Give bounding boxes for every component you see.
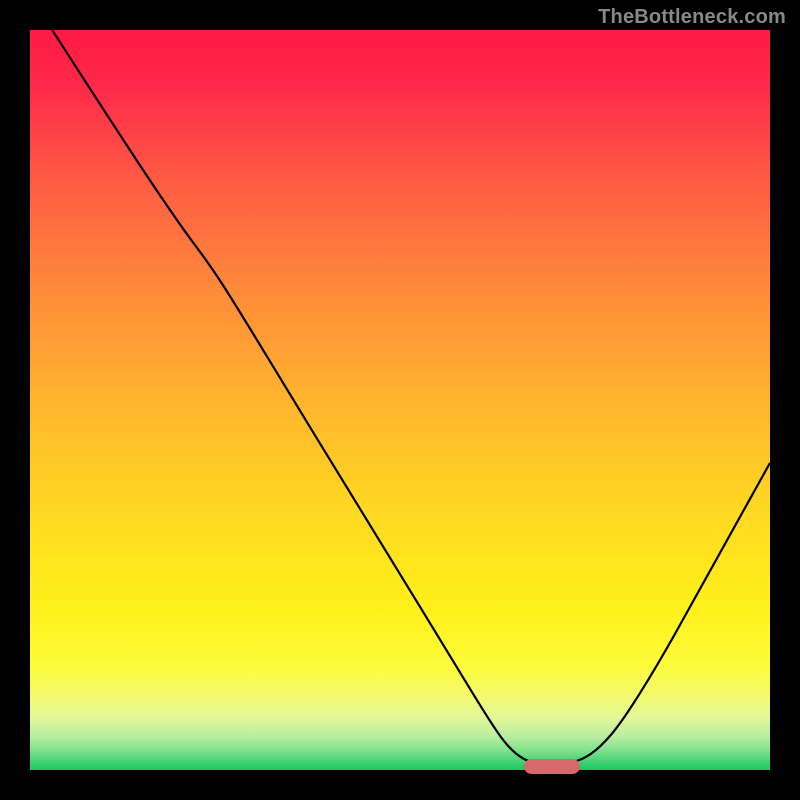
bottleneck-curve	[30, 30, 770, 770]
chart-container: TheBottleneck.com	[0, 0, 800, 800]
watermark-text: TheBottleneck.com	[598, 6, 786, 29]
optimum-marker	[524, 759, 580, 774]
plot-area	[30, 30, 770, 770]
